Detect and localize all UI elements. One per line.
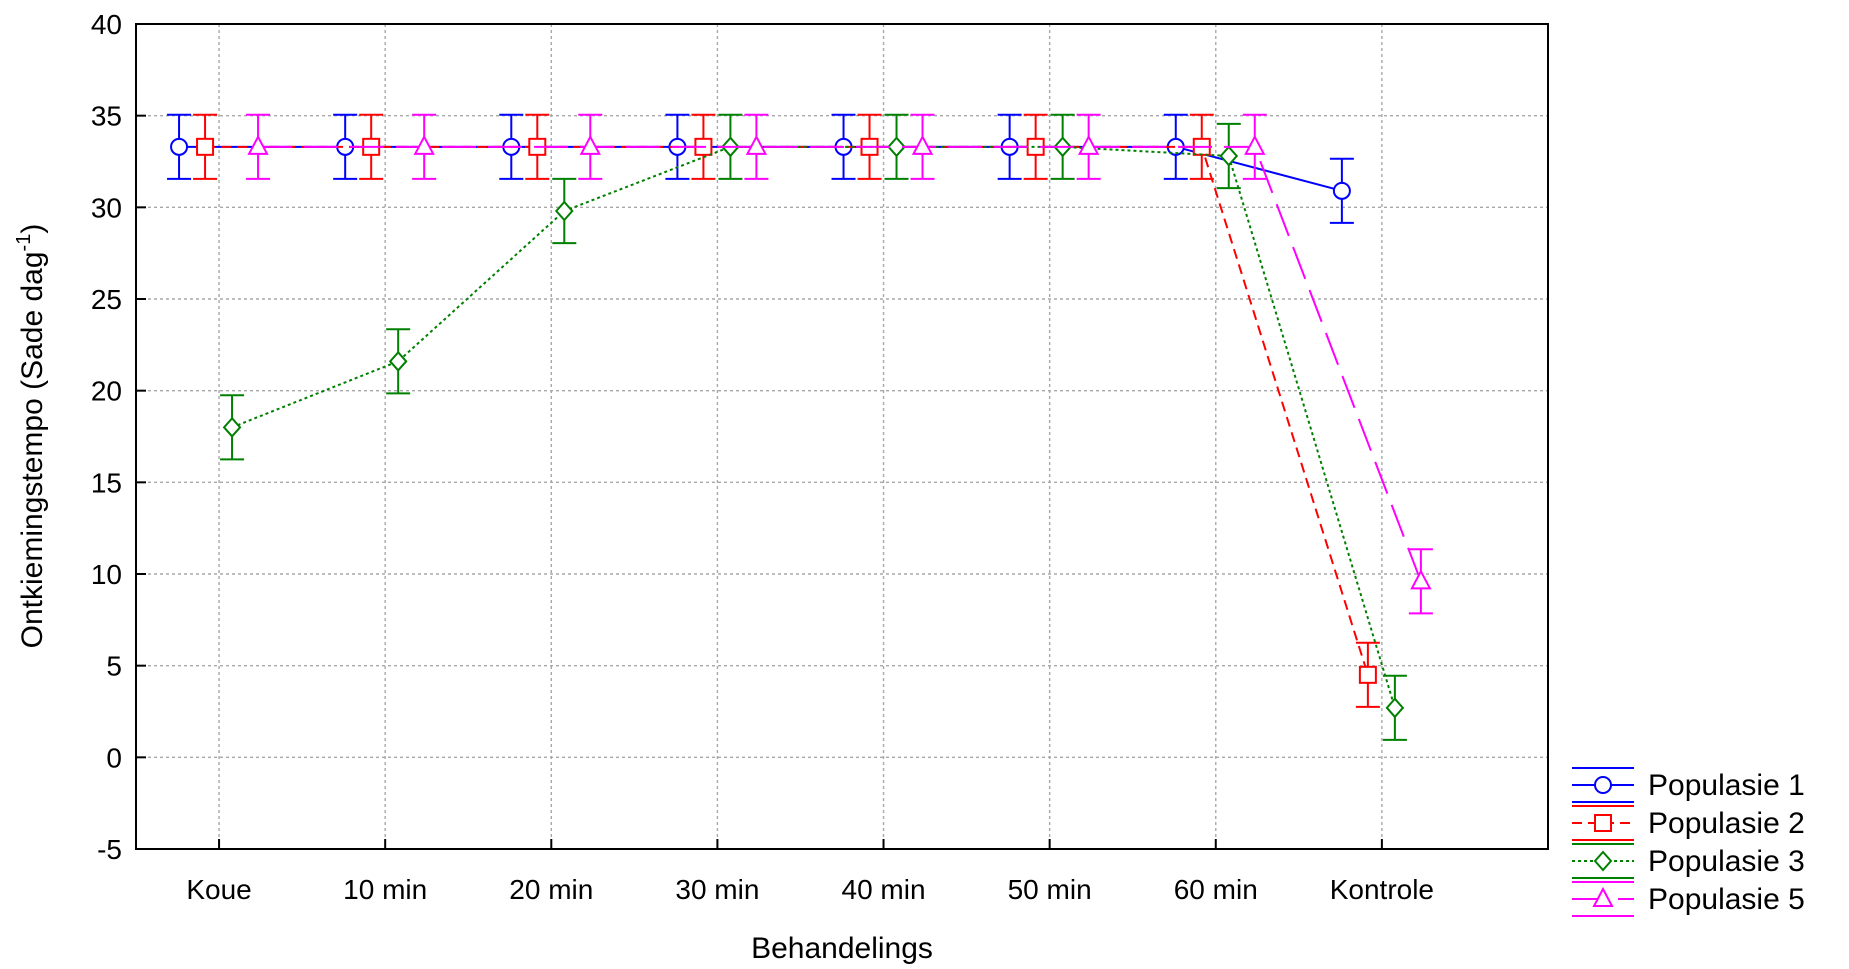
legend: Populasie 1 Populasie 2 Populasie 3 Populas… bbox=[1572, 767, 1805, 917]
diamond-marker bbox=[1219, 145, 1239, 167]
y-tick-label: 30 bbox=[91, 192, 122, 223]
y-tick-label: 20 bbox=[91, 376, 122, 407]
triangle-marker bbox=[579, 134, 601, 155]
diamond-marker bbox=[887, 136, 906, 158]
diamond-marker bbox=[1593, 850, 1613, 872]
series-3 bbox=[220, 113, 1407, 741]
triangle-marker bbox=[745, 134, 768, 155]
x-tick-label: Kontrole bbox=[1330, 874, 1434, 905]
x-tick-label: 40 min bbox=[842, 874, 926, 905]
circle-marker bbox=[1594, 776, 1612, 794]
y-tick-label: 15 bbox=[91, 467, 122, 498]
diamond-marker bbox=[388, 350, 408, 372]
legend-label: Populasie 3 bbox=[1648, 845, 1805, 878]
series-line bbox=[258, 145, 1422, 582]
diamond-marker bbox=[1385, 697, 1405, 719]
triangle-marker bbox=[1077, 134, 1100, 155]
legend-item: Populasie 3 bbox=[1572, 843, 1805, 879]
x-tick-label: 10 min bbox=[343, 874, 427, 905]
circle-marker bbox=[1332, 181, 1351, 200]
legend-item: Populasie 5 bbox=[1572, 881, 1805, 917]
series-4 bbox=[246, 113, 1433, 615]
series-line bbox=[231, 145, 1396, 709]
legend-label: Populasie 1 bbox=[1648, 769, 1805, 802]
x-tick-label: 20 min bbox=[509, 874, 593, 905]
y-tick-label: 0 bbox=[106, 742, 122, 773]
y-axis-title-main: Ontkiemingstempo (Sade dag bbox=[16, 251, 49, 648]
triangle-marker bbox=[1410, 569, 1432, 590]
series-2 bbox=[193, 113, 1380, 708]
legend-item: Populasie 1 bbox=[1572, 767, 1805, 803]
y-tick-label: 35 bbox=[91, 101, 122, 132]
y-axis-title-suffix: ) bbox=[16, 224, 49, 234]
series-line bbox=[205, 145, 1369, 676]
x-tick-label: 50 min bbox=[1008, 874, 1092, 905]
square-marker bbox=[1594, 814, 1612, 832]
series-group bbox=[167, 113, 1433, 741]
diamond-marker bbox=[554, 200, 574, 222]
triangle-marker bbox=[413, 134, 435, 155]
legend-item: Populasie 2 bbox=[1572, 805, 1805, 841]
triangle-marker bbox=[911, 134, 934, 155]
y-tick-label: 40 bbox=[91, 9, 122, 40]
diamond-marker bbox=[222, 416, 242, 438]
y-axis-title: Ontkiemingstempo (Sade dag-1) bbox=[13, 224, 49, 649]
plot-area-frame bbox=[135, 23, 1549, 850]
y-tick-label: 25 bbox=[91, 284, 122, 315]
y-tick-label: 10 bbox=[91, 559, 122, 590]
square-marker bbox=[1358, 665, 1377, 684]
triangle-marker bbox=[1592, 886, 1614, 907]
y-tick-label: -5 bbox=[97, 834, 122, 865]
x-tick-label: 30 min bbox=[675, 874, 759, 905]
y-axis-title-superscript: -1 bbox=[13, 234, 35, 252]
y-tick-label: 5 bbox=[106, 651, 122, 682]
circle-marker bbox=[170, 137, 189, 156]
x-axis-title: Behandelings bbox=[751, 932, 933, 965]
x-tick-label: Koue bbox=[186, 874, 251, 905]
x-axis: Koue 10 min 20 min 30 min 40 min 50 min 60 min… bbox=[186, 839, 1434, 905]
triangle-marker bbox=[247, 134, 269, 155]
square-marker bbox=[196, 137, 215, 156]
x-tick-label: 60 min bbox=[1174, 874, 1258, 905]
y-axis: -5 0 5 10 15 20 25 30 35 40 bbox=[91, 9, 146, 865]
legend-label: Populasie 2 bbox=[1648, 807, 1805, 840]
triangle-marker bbox=[1244, 134, 1266, 155]
legend-label: Populasie 5 bbox=[1648, 883, 1805, 916]
